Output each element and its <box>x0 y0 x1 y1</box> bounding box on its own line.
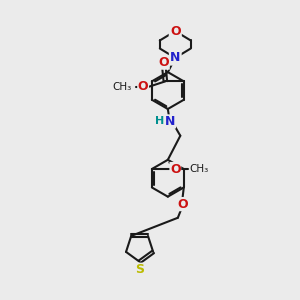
Text: O: O <box>170 25 181 38</box>
Text: CH₃: CH₃ <box>112 82 131 92</box>
Text: S: S <box>135 263 144 276</box>
Text: O: O <box>177 198 188 211</box>
Text: O: O <box>159 56 169 69</box>
Text: H: H <box>155 116 164 127</box>
Text: CH₃: CH₃ <box>189 164 208 174</box>
Text: O: O <box>170 163 181 176</box>
Text: N: N <box>170 51 181 64</box>
Text: O: O <box>138 80 148 93</box>
Text: N: N <box>165 115 175 128</box>
